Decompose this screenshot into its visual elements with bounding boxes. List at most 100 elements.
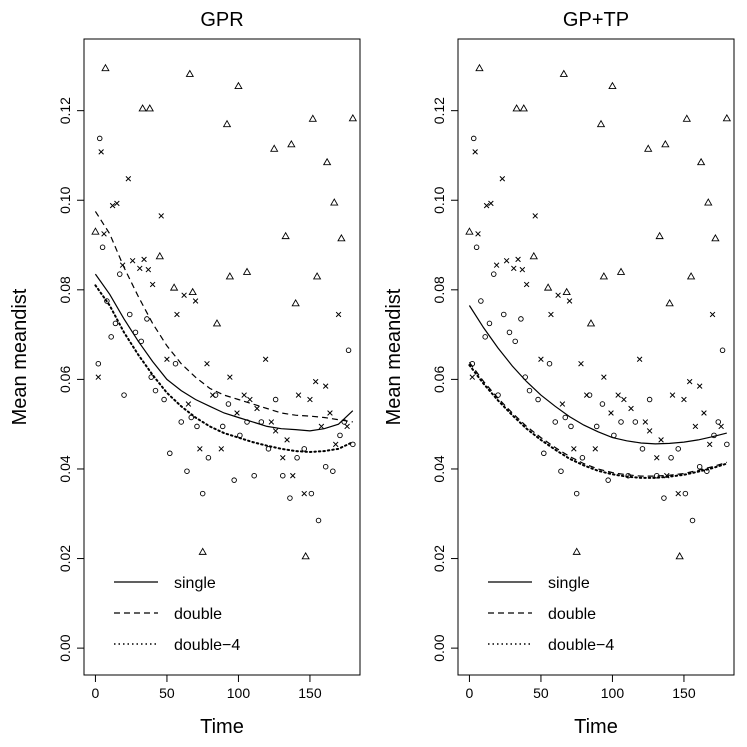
circle-point [625, 472, 631, 479]
cross-point [344, 423, 350, 430]
circle-point [522, 374, 528, 380]
curve-single [94, 273, 354, 432]
legend-label: double [174, 606, 222, 623]
legend-label: single [174, 575, 216, 592]
circle-point [593, 423, 600, 430]
cross-point [284, 437, 290, 443]
cross-point [472, 149, 478, 155]
circle-point [478, 298, 484, 304]
triangle-point [722, 113, 732, 122]
y-tick-label: 0.12 [57, 97, 73, 124]
triangle-point [596, 119, 606, 128]
y-tick-label: 0.04 [431, 455, 447, 482]
y-tick-label: 0.02 [57, 545, 73, 572]
cross-point [247, 396, 253, 403]
circle-point [172, 360, 179, 367]
fitted-curves [94, 211, 354, 454]
circle-point [482, 334, 488, 340]
cross-point [268, 419, 275, 425]
triangle-point [696, 157, 706, 166]
circle-point [294, 455, 300, 461]
circle-point [639, 446, 646, 452]
cross-point [145, 266, 152, 273]
y-tick-label: 0.10 [431, 186, 447, 213]
triangle-point [291, 298, 300, 307]
triangle-point [188, 287, 197, 296]
legend-label: double [548, 606, 596, 623]
cross-point [559, 401, 566, 407]
x-axis-title: Time [200, 716, 244, 738]
cross-point [295, 392, 302, 398]
cross-point [646, 428, 653, 434]
circle-point [138, 338, 144, 345]
circle-point [301, 446, 307, 452]
triangle-point [559, 69, 568, 77]
triangle-point [608, 81, 617, 90]
circle-point [568, 423, 574, 430]
circle-point [711, 432, 717, 439]
cross-point [141, 256, 147, 263]
y-tick-label: 0.06 [431, 366, 447, 393]
circle-point [558, 468, 564, 474]
cross-point [493, 262, 500, 268]
circle-point [586, 392, 593, 398]
circle-point [682, 490, 689, 497]
circle-point [184, 468, 190, 474]
cross-point [499, 175, 506, 182]
cross-point [483, 202, 490, 209]
cross-point [488, 200, 494, 207]
circle-point [117, 271, 123, 277]
circle-point [237, 432, 243, 439]
triangle-point [675, 552, 684, 560]
cross-point [718, 423, 724, 430]
y-tick-label: 0.08 [431, 276, 447, 303]
cross-point [681, 396, 687, 403]
circle-point [501, 311, 507, 318]
triangle-point [101, 63, 110, 72]
circle-point [491, 271, 497, 277]
circle-point [646, 396, 653, 403]
circle-point [287, 495, 293, 501]
cross-point [654, 455, 660, 461]
triangle-point [287, 139, 296, 148]
x-tick-label: 150 [298, 685, 322, 701]
triangle-point [308, 114, 317, 122]
circle-point [696, 463, 703, 470]
cross-point [234, 410, 240, 416]
panel-gpr: GPR Time Mean meandist 0 50 100 150 0.00 0.02… [9, 9, 361, 738]
circle-point [473, 244, 480, 251]
circle-point [541, 450, 547, 457]
cross-point [566, 298, 573, 304]
triangle-point [337, 234, 346, 242]
cross-point [227, 374, 233, 380]
circle-point [562, 414, 569, 421]
circle-point [272, 396, 279, 403]
circle-point [605, 477, 611, 483]
cross-point [129, 257, 136, 264]
cross-point [197, 446, 203, 452]
circle-point [95, 360, 102, 367]
cross-point [272, 428, 279, 434]
circle-point [689, 517, 696, 524]
cross-point [158, 213, 164, 219]
cross-point [204, 360, 210, 367]
cross-point [109, 202, 116, 209]
circle-point [308, 490, 315, 497]
triangle-point [330, 198, 339, 206]
triangle-point [281, 231, 290, 240]
cross-point [290, 472, 296, 479]
cross-point [101, 231, 107, 237]
cross-point [332, 441, 339, 448]
cross-point [548, 311, 554, 318]
cross-point [174, 311, 180, 318]
triangle-point [655, 231, 664, 240]
legend-label: double−4 [174, 637, 240, 654]
triangle-point [301, 552, 310, 560]
curve-double-4 [468, 364, 728, 479]
curve-double [94, 211, 353, 423]
triangle-point [475, 63, 484, 72]
triangle-point [682, 114, 691, 122]
cross-point [149, 281, 156, 288]
circle-point [632, 419, 639, 425]
